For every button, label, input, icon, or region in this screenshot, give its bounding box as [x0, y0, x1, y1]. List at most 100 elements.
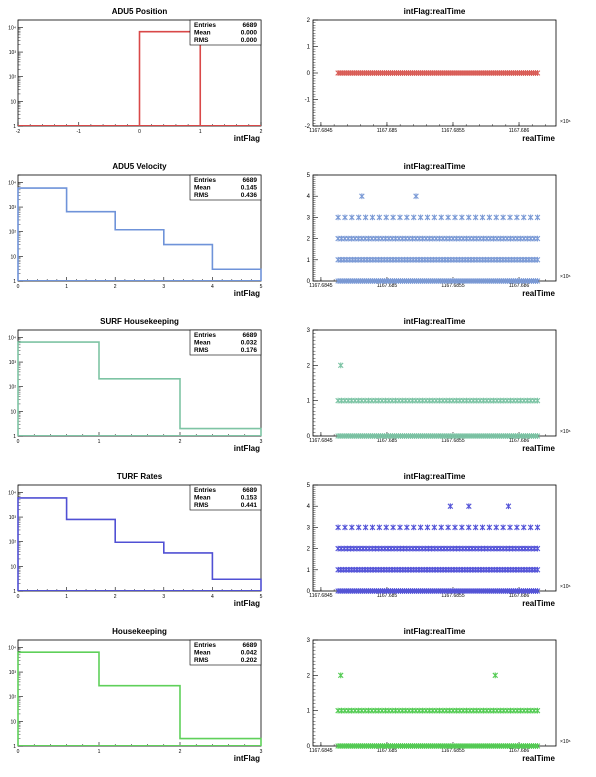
stats-label: Mean [194, 495, 211, 502]
stats-box [189, 174, 262, 201]
data-point [362, 214, 369, 221]
data-point [497, 256, 503, 263]
stats-label: RMS [194, 192, 209, 199]
data-point [390, 256, 396, 263]
y-tick-label: 1 [13, 124, 16, 130]
data-point [493, 214, 500, 221]
chart-title: intFlag:realTime [404, 472, 466, 481]
data-point [417, 524, 424, 531]
x-tick-label: 0 [17, 284, 20, 290]
x-tick-label: 1 [65, 594, 68, 600]
data-point [355, 256, 362, 263]
y-tick-label: 10³ [9, 515, 17, 521]
y-tick-label: 0 [307, 279, 311, 285]
x-tick-label: 2 [114, 284, 117, 290]
data-point [486, 214, 493, 221]
x-tick-label: 0 [138, 129, 141, 135]
stats-label: Mean [194, 650, 211, 657]
chart-title: ADU5 Velocity [112, 162, 167, 171]
data-point [468, 256, 474, 263]
x-tick-label: 2 [260, 129, 263, 135]
data-point [355, 214, 362, 221]
data-point [466, 503, 472, 510]
histogram-line [138, 30, 202, 126]
data-point [343, 256, 350, 263]
data-point [404, 256, 411, 263]
data-point [502, 256, 509, 263]
x-tick-label: 1167.685 [377, 593, 398, 599]
data-point [534, 214, 541, 221]
data-point [452, 524, 458, 531]
plot-frame [312, 484, 557, 592]
chart-title: SURF Housekeeping [100, 317, 179, 326]
data-point [471, 256, 477, 263]
data-point [397, 524, 403, 531]
data-point [520, 256, 526, 263]
stats-value: 6689 [243, 177, 258, 184]
data-point [359, 193, 365, 200]
data-point [486, 524, 493, 531]
data-point [352, 256, 359, 263]
data-point [417, 214, 424, 221]
x-tick-label: 1167.685 [377, 283, 398, 289]
plot-frame [312, 639, 557, 747]
stats-value: 6689 [243, 332, 258, 339]
data-point [362, 524, 369, 531]
scatter-3: intFlag:realTime realTime 0 1 2 3 1167.6845 116… [307, 317, 571, 453]
data-point [393, 256, 399, 263]
x-tick-label: 1 [65, 284, 68, 290]
stats-label: RMS [194, 502, 209, 509]
data-point [410, 256, 417, 263]
y-tick-label: 10² [9, 75, 17, 81]
y-tick-label: 3 [307, 215, 311, 221]
data-point [452, 214, 458, 221]
data-point [534, 566, 541, 573]
x-exponent-label: ×10⁶ [560, 119, 571, 125]
data-point [419, 256, 425, 263]
x-axis-label: intFlag [234, 754, 260, 763]
data-point [493, 524, 500, 531]
y-tick-label: 10⁴ [8, 490, 16, 496]
data-point [384, 256, 391, 263]
data-point [349, 214, 355, 221]
data-point [445, 524, 451, 531]
data-point [520, 214, 527, 221]
y-tick-label: 2 [307, 547, 311, 553]
x-axis-label: realTime [522, 599, 555, 608]
x-tick-label: 1167.685 [377, 748, 398, 754]
stats-label: RMS [194, 37, 209, 44]
x-tick-label: 3 [162, 594, 165, 600]
data-point [381, 256, 388, 263]
data-point [534, 524, 541, 531]
y-tick-label: 10² [9, 230, 17, 236]
x-tick-label: 3 [162, 284, 165, 290]
data-point [527, 524, 534, 531]
x-tick-label: 1167.6855 [441, 283, 464, 289]
data-point [369, 524, 376, 531]
y-tick-label: 10³ [9, 670, 17, 676]
x-axis-label: realTime [522, 444, 555, 453]
data-point [459, 524, 465, 531]
data-point [534, 433, 541, 439]
y-tick-label: 10² [9, 385, 17, 391]
x-tick-label: 1167.686 [509, 438, 530, 444]
data-point [372, 256, 379, 263]
data-point [479, 256, 486, 263]
data-point [401, 256, 408, 263]
data-point [367, 256, 373, 263]
x-axis-label: intFlag [234, 134, 260, 143]
data-point [450, 256, 457, 263]
data-point [442, 256, 448, 263]
y-tick-label: 3 [307, 328, 311, 334]
data-point [520, 524, 527, 531]
data-point [514, 214, 520, 221]
data-point [358, 256, 365, 263]
data-point [514, 524, 520, 531]
data-point [424, 524, 431, 531]
y-tick-label: 1 [307, 399, 311, 405]
stats-label: Mean [194, 30, 211, 37]
stats-value: 0.000 [241, 30, 258, 37]
x-tick-label: 2 [179, 439, 182, 445]
data-point [456, 256, 463, 263]
